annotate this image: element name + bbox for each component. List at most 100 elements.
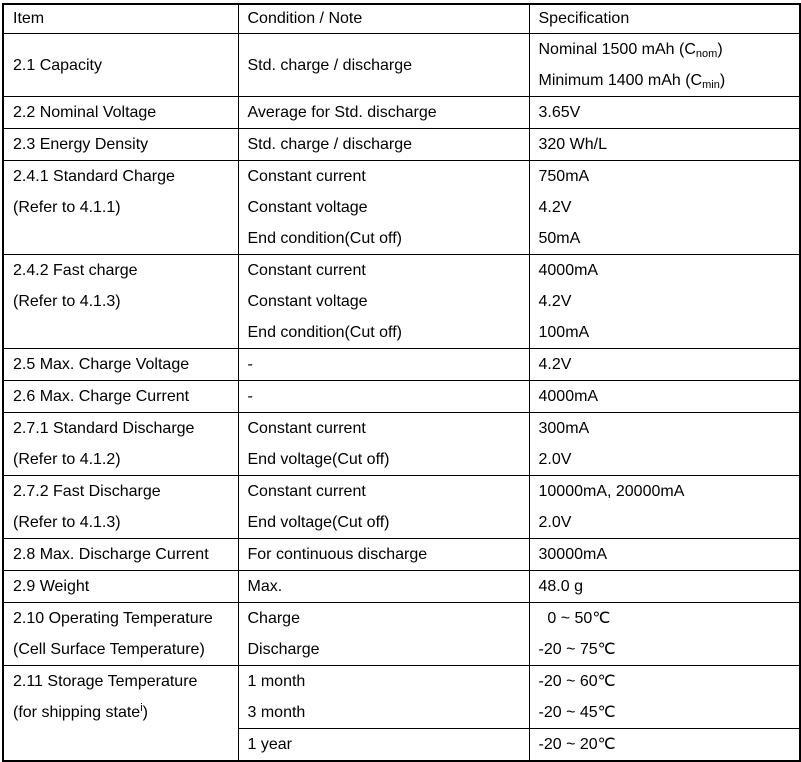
superscript: i: [140, 702, 143, 714]
cell-line: 4.2V: [538, 293, 572, 310]
header-label: Condition / Note: [247, 10, 363, 27]
spec-cell: -20 ~ 20℃: [528, 728, 801, 762]
cell-line: Minimum 1400 mAh (Cmin): [538, 72, 726, 91]
cell-line: -20 ~ 20℃: [538, 736, 616, 753]
cell-line: -: [247, 388, 253, 405]
condition-cell: Constant current Constant voltage End cond…: [237, 160, 530, 255]
cell-line: 2.7.2 Fast Discharge: [13, 483, 161, 500]
cell-line: 750mA: [538, 168, 590, 185]
cell-line: Charge: [247, 610, 300, 627]
spec-cell: -20 ~ 60℃ -20 ~ 45℃: [528, 665, 801, 729]
condition-cell: 1 month 3 month: [237, 665, 530, 729]
item-cell: 2.5 Max. Charge Voltage: [2, 348, 239, 381]
cell-line: 2.4.2 Fast charge: [13, 262, 138, 279]
header-cell-condition: Condition / Note: [237, 3, 530, 34]
cell-line: 2.0V: [538, 514, 572, 531]
condition-cell: Constant current End voltage(Cut off): [237, 412, 530, 476]
item-cell: 2.2 Nominal Voltage: [2, 96, 239, 129]
cell-line: Nominal 1500 mAh (Cnom): [538, 41, 723, 60]
header-cell-specification: Specification: [528, 3, 801, 34]
cell-line: 100mA: [538, 324, 590, 341]
table-row: 2.4.2 Fast charge (Refer to 4.1.3) Constan…: [2, 254, 801, 349]
header-label: Item: [13, 10, 45, 27]
spec-cell: 0 ~ 50℃ -20 ~ 75℃: [528, 602, 801, 666]
cell-line: -20 ~ 45℃: [538, 704, 616, 721]
table-row: 2.5 Max. Charge Voltage - 4.2V: [2, 348, 801, 381]
condition-cell: Constant current Constant voltage End cond…: [237, 254, 530, 349]
table-row: 2.7.1 Standard Discharge (Refer to 4.1.2)…: [2, 412, 801, 476]
item-cell: 2.7.1 Standard Discharge (Refer to 4.1.2): [2, 412, 239, 476]
header-cell-item: Item: [2, 3, 239, 34]
condition-cell: 1 year: [237, 728, 530, 762]
spec-cell: 10000mA, 20000mA 2.0V: [528, 475, 801, 539]
cell-line: End condition(Cut off): [247, 230, 402, 247]
cell-line: 4.2V: [538, 356, 572, 373]
cell-line: (Refer to 4.1.3): [13, 293, 121, 310]
cell-line: Constant current: [247, 420, 366, 437]
spec-cell: 4.2V: [528, 348, 801, 381]
table-row: 2.8 Max. Discharge Current For continuous…: [2, 538, 801, 571]
spec-cell: 3.65V: [528, 96, 801, 129]
cell-line: 2.7.1 Standard Discharge: [13, 420, 195, 437]
cell-line: Constant current: [247, 262, 366, 279]
condition-cell: Average for Std. discharge: [237, 96, 530, 129]
cell-line: 2.2 Nominal Voltage: [13, 104, 157, 121]
cell-line: 2.6 Max. Charge Current: [13, 388, 190, 405]
item-cell: 2.11 Storage Temperature (for shipping st…: [2, 665, 239, 762]
condition-cell: Max.: [237, 570, 530, 603]
cell-line: -20 ~ 60℃: [538, 673, 616, 690]
cell-line: 10000mA, 20000mA: [538, 483, 685, 500]
cell-line: 3.65V: [538, 104, 581, 121]
cell-line: 300mA: [538, 420, 590, 437]
cell-line: 48.0 g: [538, 578, 583, 595]
subscript: min: [702, 79, 720, 91]
item-cell: 2.8 Max. Discharge Current: [2, 538, 239, 571]
cell-line: 2.4.1 Standard Charge: [13, 168, 175, 185]
cell-line: (Refer to 4.1.3): [13, 514, 121, 531]
cell-line: 0 ~ 50℃: [538, 610, 611, 627]
cell-line: 3 month: [247, 704, 306, 721]
cell-line: 4000mA: [538, 388, 599, 405]
header-row: Item Condition / Note Specification: [2, 3, 801, 34]
cell-line: 1 year: [247, 736, 292, 753]
cell-line: Max.: [247, 578, 283, 595]
spec-cell: 300mA 2.0V: [528, 412, 801, 476]
spec-cell: 4000mA: [528, 380, 801, 413]
cell-line: End voltage(Cut off): [247, 451, 390, 468]
cell-line: 2.9 Weight: [13, 578, 90, 595]
cell-line: Constant current: [247, 168, 366, 185]
table-row: 2.6 Max. Charge Current - 4000mA: [2, 380, 801, 413]
spec-cell: 750mA 4.2V 50mA: [528, 160, 801, 255]
spec-cell: 4000mA 4.2V 100mA: [528, 254, 801, 349]
cell-line: 2.3 Energy Density: [13, 136, 149, 153]
condition-cell: Std. charge / discharge: [237, 33, 530, 97]
table-row: 2.10 Operating Temperature (Cell Surface …: [2, 602, 801, 666]
condition-cell: Charge Discharge: [237, 602, 530, 666]
item-cell: 2.10 Operating Temperature (Cell Surface …: [2, 602, 239, 666]
cell-line: 4.2V: [538, 199, 572, 216]
cell-line: Constant voltage: [247, 293, 368, 310]
cell-line: 2.8 Max. Discharge Current: [13, 546, 209, 563]
cell-line: Constant current: [247, 483, 366, 500]
condition-cell: -: [237, 380, 530, 413]
cell-line: Std. charge / discharge: [247, 56, 413, 74]
spec-cell: Nominal 1500 mAh (Cnom) Minimum 1400 mAh …: [528, 33, 801, 97]
cell-line: (for shipping statei): [13, 702, 148, 722]
spec-table-head: Item Condition / Note Specification: [2, 3, 801, 34]
item-cell: 2.4.1 Standard Charge (Refer to 4.1.1): [2, 160, 239, 255]
table-row: 2.1 Capacity Std. charge / discharge Nomin…: [2, 33, 801, 97]
table-row: 2.11 Storage Temperature (for shipping st…: [2, 665, 801, 762]
cell-line: Std. charge / discharge: [247, 136, 413, 153]
cell-line: -20 ~ 75℃: [538, 641, 616, 658]
item-cell: 2.7.2 Fast Discharge (Refer to 4.1.3): [2, 475, 239, 539]
spec-table-body: 2.1 Capacity Std. charge / discharge Nomin…: [2, 33, 801, 762]
cell-line: Discharge: [247, 641, 320, 658]
item-cell: 2.9 Weight: [2, 570, 239, 603]
cell-line: 50mA: [538, 230, 581, 247]
condition-cell: -: [237, 348, 530, 381]
subscript: nom: [695, 48, 718, 60]
cell-line: Average for Std. discharge: [247, 104, 437, 121]
condition-cell: For continuous discharge: [237, 538, 530, 571]
condition-cell: Constant current End voltage(Cut off): [237, 475, 530, 539]
table-row: 2.9 Weight Max. 48.0 g: [2, 570, 801, 603]
